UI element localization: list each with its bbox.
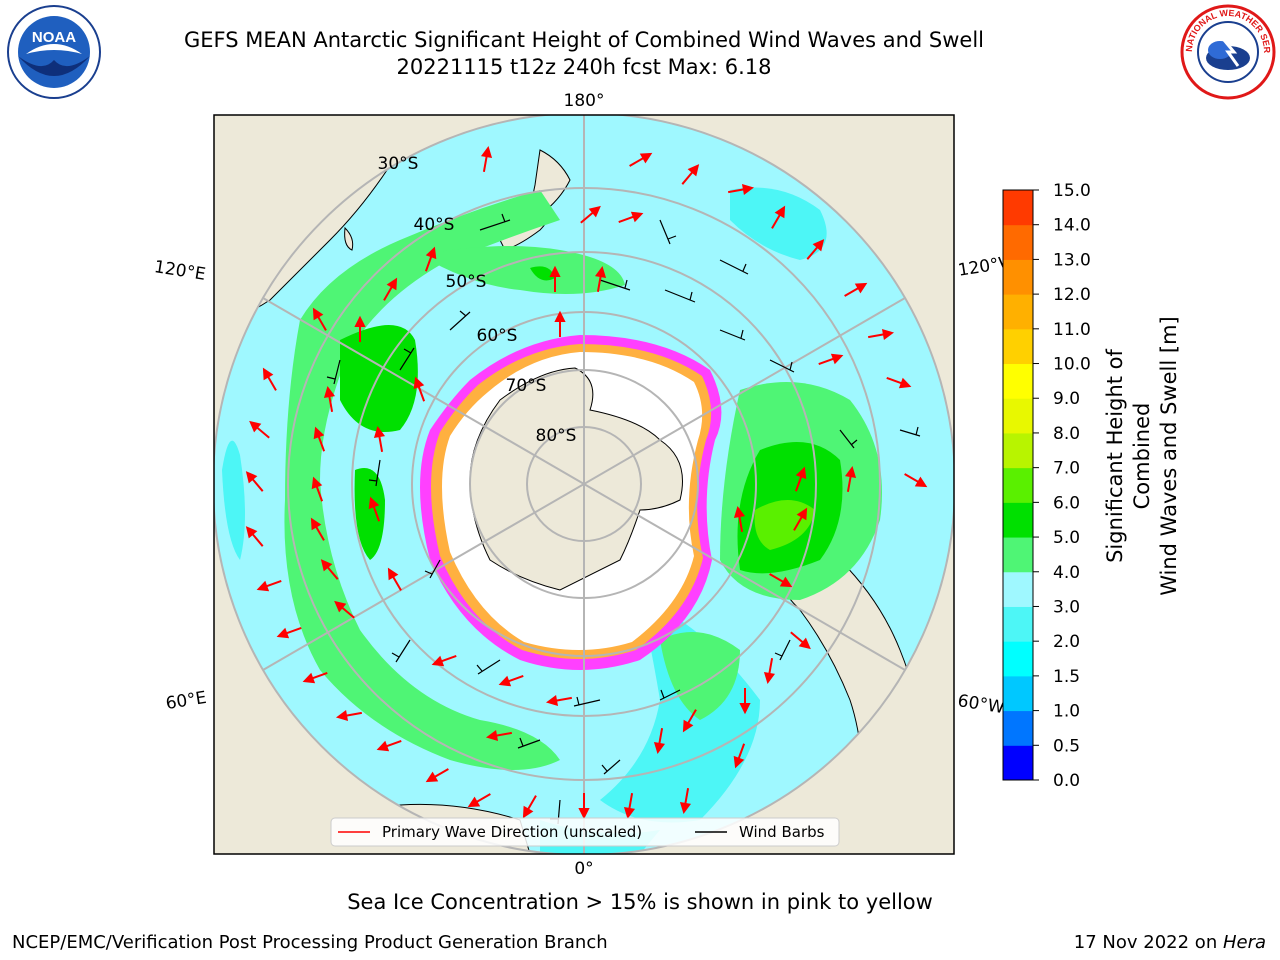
max-swell-west [340, 325, 418, 432]
graticule [214, 115, 954, 854]
colorbar-frame [1002, 189, 1034, 781]
colorbar-tick-label: 13.0 [1053, 250, 1091, 270]
colorbar-tick-label: 9.0 [1053, 389, 1080, 409]
wave-direction-arrows [245, 145, 928, 820]
lon-label-120e: 120°E [153, 257, 207, 285]
colorbar-tick-label: 10.0 [1053, 355, 1091, 375]
colorbar-tick-label: 4.0 [1053, 563, 1080, 583]
colorbar-tick-label: 5.0 [1053, 528, 1080, 548]
colorbar-segment [1003, 571, 1033, 607]
lat-label-30s: 30°S [378, 154, 419, 174]
map-frame [213, 114, 955, 855]
colorbar-segment [1003, 467, 1033, 503]
noaa-logo: NOAA [6, 4, 102, 104]
colorbar-segment [1003, 294, 1033, 330]
colorbar-segment [1003, 502, 1033, 538]
colorbar-segment [1003, 398, 1033, 434]
footer-host: Hera [1222, 932, 1266, 953]
colorbar-label: Significant Height of Combined Wind Wave… [1102, 296, 1181, 616]
wind-barbs [326, 213, 921, 825]
colorbar-tick-label: 11.0 [1053, 320, 1091, 340]
colorbar-tick-label: 6.0 [1053, 493, 1080, 513]
footer-date: 17 Nov 2022 on Hera [1074, 932, 1266, 953]
colorbar-segment [1003, 606, 1033, 642]
colorbar-tick-label: 7.0 [1053, 459, 1080, 479]
noaa-logo-text: NOAA [32, 29, 76, 46]
colorbar-tick-label: 14.0 [1053, 216, 1091, 236]
lon-label-60e: 60°E [164, 688, 208, 714]
colorbar-segment [1003, 363, 1033, 399]
colorbar-segment [1003, 328, 1033, 365]
colorbar-segment [1003, 675, 1033, 712]
colorbar-tick-label: 12.0 [1053, 285, 1091, 305]
colorbar-segment [1003, 224, 1033, 260]
chart-title: GEFS MEAN Antarctic Significant Height o… [183, 28, 985, 52]
nws-logo: NATIONAL WEATHER SERVICE [1177, 0, 1276, 104]
tasmania-land [344, 226, 354, 251]
colorbar-tick-label: 0.0 [1053, 771, 1080, 791]
colorbar: 0.0 0.5 1.0 1.5 2.0 3.0 4.0 5.0 6.0 7.0 8.0 9.0 10.0… [1002, 181, 1091, 791]
footer-date-text: 17 Nov 2022 on [1073, 932, 1223, 953]
lat-label-50s: 50°S [446, 272, 487, 292]
colorbar-tick-label: 3.0 [1053, 597, 1080, 617]
legend-wind-barbs: Wind Barbs [739, 823, 825, 841]
footer-branch: NCEP/EMC/Verification Post Processing Pr… [12, 932, 608, 953]
colorbar-label-line1: Significant Height of Combined [1103, 349, 1154, 563]
colorbar-segment [1003, 259, 1033, 295]
colorbar-segment [1003, 710, 1033, 746]
lon-label-60w: 60°W [956, 691, 1006, 718]
colorbar-tick-label: 1.5 [1053, 667, 1080, 687]
colorbar-segment [1003, 190, 1033, 226]
lat-label-80s: 80°S [536, 426, 577, 446]
lat-label-70s: 70°S [506, 376, 547, 396]
colorbar-segment [1003, 641, 1033, 677]
legend-wave-direction: Primary Wave Direction (unscaled) [382, 823, 642, 841]
colorbar-tick-label: 2.0 [1053, 632, 1080, 652]
colorbar-tick-label: 8.0 [1053, 424, 1080, 444]
colorbar-label-line2: Wind Waves and Swell [m] [1157, 316, 1181, 596]
colorbar-segment [1003, 537, 1033, 573]
colorbar-segment [1003, 745, 1033, 781]
colorbar-tick-label: 15.0 [1053, 181, 1091, 201]
colorbar-segment [1003, 432, 1033, 469]
lat-label-60s: 60°S [477, 326, 518, 346]
lon-label-top: 180° [564, 91, 605, 111]
colorbar-tick-label: 0.5 [1053, 736, 1080, 756]
lon-label-bottom: 0° [574, 859, 593, 879]
map-legend: Primary Wave Direction (unscaled) Wind B… [330, 817, 840, 847]
sea-ice-note: Sea Ice Concentration > 15% is shown in … [347, 890, 933, 914]
lat-label-40s: 40°S [414, 215, 455, 235]
colorbar-tick-label: 1.0 [1053, 702, 1080, 722]
chart-subtitle-forecast: 20221115 t12z 240h fcst Max: 6.18 [396, 55, 772, 79]
